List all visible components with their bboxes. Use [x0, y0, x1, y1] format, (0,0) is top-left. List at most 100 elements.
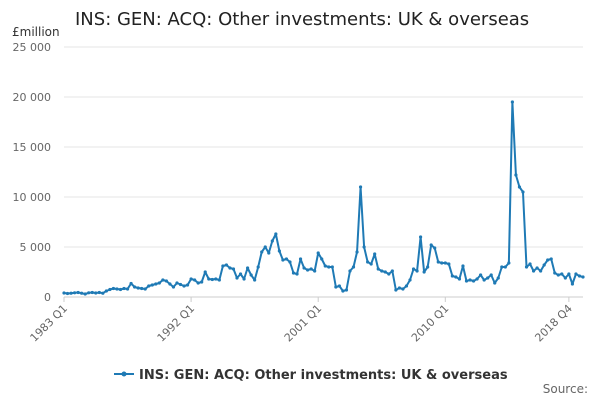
data-point[interactable]	[210, 277, 214, 282]
data-point[interactable]	[373, 252, 377, 256]
data-point[interactable]	[256, 265, 260, 269]
data-point[interactable]	[224, 263, 229, 267]
data-point[interactable]	[168, 282, 172, 286]
data-point[interactable]	[238, 272, 243, 276]
data-point[interactable]	[457, 277, 462, 281]
data-point[interactable]	[327, 265, 331, 269]
data-point[interactable]	[136, 286, 140, 290]
data-point[interactable]	[118, 287, 123, 292]
data-point[interactable]	[101, 291, 105, 295]
legend[interactable]: INS: GEN: ACQ: Other investments: UK & o…	[114, 368, 508, 383]
data-point[interactable]	[404, 284, 409, 288]
data-point[interactable]	[111, 286, 116, 291]
data-point[interactable]	[143, 287, 147, 291]
data-point[interactable]	[567, 272, 571, 276]
data-point[interactable]	[394, 288, 398, 292]
data-point[interactable]	[348, 269, 352, 273]
data-point[interactable]	[351, 265, 356, 269]
data-point[interactable]	[436, 260, 440, 264]
data-point[interactable]	[150, 283, 154, 287]
data-point[interactable]	[531, 269, 536, 273]
data-point[interactable]	[344, 288, 349, 292]
data-point[interactable]	[408, 278, 412, 282]
data-point[interactable]	[69, 291, 73, 295]
data-point[interactable]	[129, 281, 133, 286]
data-point[interactable]	[104, 289, 108, 293]
data-point[interactable]	[570, 282, 575, 286]
data-point[interactable]	[196, 281, 200, 285]
data-point[interactable]	[76, 290, 80, 295]
data-point[interactable]	[468, 278, 472, 282]
data-point[interactable]	[147, 284, 151, 288]
data-point[interactable]	[83, 292, 87, 296]
data-point[interactable]	[486, 276, 490, 280]
data-point[interactable]	[433, 246, 437, 250]
data-point[interactable]	[263, 245, 267, 249]
data-point[interactable]	[461, 264, 465, 268]
data-point[interactable]	[281, 258, 285, 262]
data-point[interactable]	[429, 243, 433, 247]
data-point[interactable]	[309, 267, 313, 271]
data-point[interactable]	[443, 261, 447, 265]
data-point[interactable]	[450, 274, 454, 278]
data-point[interactable]	[298, 257, 303, 261]
data-point[interactable]	[62, 291, 66, 295]
data-point[interactable]	[482, 278, 486, 282]
data-point[interactable]	[581, 275, 585, 279]
data-point[interactable]	[521, 190, 525, 194]
data-point[interactable]	[464, 279, 469, 283]
data-point[interactable]	[366, 260, 370, 264]
data-point[interactable]	[316, 251, 320, 255]
data-point[interactable]	[546, 258, 550, 262]
data-point[interactable]	[161, 278, 165, 282]
data-point[interactable]	[507, 261, 511, 265]
data-point[interactable]	[313, 269, 317, 273]
data-point[interactable]	[235, 276, 239, 280]
data-point[interactable]	[330, 265, 334, 269]
data-point[interactable]	[503, 265, 507, 269]
data-point[interactable]	[90, 290, 94, 295]
data-point[interactable]	[556, 273, 560, 277]
data-point[interactable]	[270, 239, 274, 243]
data-point[interactable]	[171, 285, 176, 289]
data-point[interactable]	[154, 282, 158, 286]
data-point[interactable]	[277, 249, 281, 253]
data-point[interactable]	[380, 269, 384, 273]
data-point[interactable]	[288, 260, 292, 264]
data-point[interactable]	[376, 267, 380, 271]
data-point[interactable]	[245, 266, 250, 270]
data-point[interactable]	[320, 257, 324, 261]
data-point[interactable]	[65, 291, 70, 296]
data-point[interactable]	[397, 286, 402, 290]
data-point[interactable]	[108, 287, 112, 292]
data-point[interactable]	[214, 277, 218, 281]
data-point[interactable]	[217, 278, 221, 282]
data-point[interactable]	[115, 287, 119, 291]
data-point[interactable]	[440, 261, 444, 265]
data-point[interactable]	[422, 270, 426, 274]
data-point[interactable]	[231, 267, 236, 271]
data-point[interactable]	[390, 269, 394, 273]
data-point[interactable]	[253, 278, 257, 282]
data-point[interactable]	[125, 287, 130, 291]
data-point[interactable]	[164, 279, 168, 283]
data-point[interactable]	[355, 250, 359, 254]
data-point[interactable]	[284, 257, 289, 261]
data-point[interactable]	[341, 289, 345, 293]
data-point[interactable]	[577, 274, 582, 278]
data-point[interactable]	[369, 262, 373, 266]
data-point[interactable]	[274, 232, 278, 236]
data-point[interactable]	[87, 291, 91, 295]
data-point[interactable]	[193, 278, 197, 282]
data-point[interactable]	[387, 272, 391, 276]
data-point[interactable]	[517, 185, 522, 189]
data-point[interactable]	[157, 281, 161, 285]
data-point[interactable]	[471, 279, 476, 283]
data-point[interactable]	[295, 272, 299, 276]
data-point[interactable]	[542, 263, 546, 267]
data-point[interactable]	[242, 277, 246, 281]
data-point[interactable]	[80, 291, 84, 295]
data-point[interactable]	[182, 284, 186, 288]
data-point[interactable]	[337, 284, 341, 288]
data-point[interactable]	[249, 273, 253, 277]
